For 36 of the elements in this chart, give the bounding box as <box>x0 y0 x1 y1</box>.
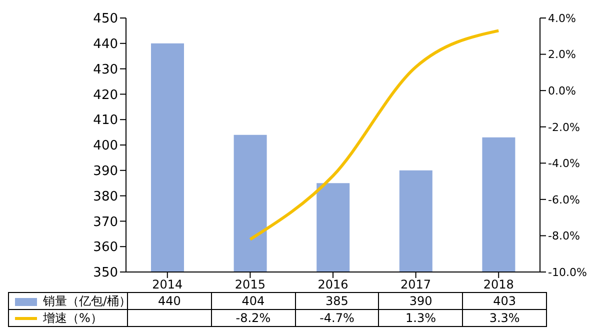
x-tick-label: 2017 <box>400 278 432 292</box>
data-label: -8.2% <box>211 310 296 326</box>
legend-label: 销量（亿包/桶） <box>43 294 132 308</box>
x-tick-label: 2018 <box>483 278 514 292</box>
y-tick-label: 370 <box>93 214 118 230</box>
y-tick-label: 400 <box>93 138 118 154</box>
y2-tick-label: 0.0% <box>548 84 576 98</box>
data-label: 385 <box>295 292 379 310</box>
y-tick-label: 410 <box>93 113 118 128</box>
data-label: 3.3% <box>462 310 546 326</box>
y2-tick-label: -6.0% <box>548 193 580 206</box>
y-tick-label: 350 <box>93 266 118 281</box>
data-label: -4.7% <box>295 310 379 326</box>
y-tick-label: 430 <box>93 62 118 78</box>
y2-tick-label: 2.0% <box>548 48 576 62</box>
y2-tick-label: -4.0% <box>548 157 580 170</box>
data-label: 390 <box>378 292 463 310</box>
y-tick-label: 450 <box>93 12 118 27</box>
y-tick-label: 440 <box>93 37 118 52</box>
data-label: 403 <box>462 292 546 310</box>
y2-tick-label: 4.0% <box>548 12 576 25</box>
y-tick-label: 390 <box>93 164 118 180</box>
y2-tick-label: -2.0% <box>548 120 580 134</box>
legend-label: 增速（%） <box>43 311 102 325</box>
y-tick-label: 360 <box>93 240 118 256</box>
x-tick-label: 2015 <box>234 278 266 292</box>
y-tick-label: 380 <box>93 189 118 204</box>
data-label: 1.3% <box>378 310 463 326</box>
x-tick-label: 2014 <box>152 278 183 292</box>
data-label: 404 <box>211 292 296 310</box>
line-series <box>248 29 500 241</box>
data-label: 440 <box>158 294 181 308</box>
y-tick-label: 420 <box>93 88 118 103</box>
y2-tick-label: -10.0% <box>548 266 587 279</box>
x-tick-label: 2016 <box>318 278 348 292</box>
y2-tick-label: -8.0% <box>548 230 580 243</box>
